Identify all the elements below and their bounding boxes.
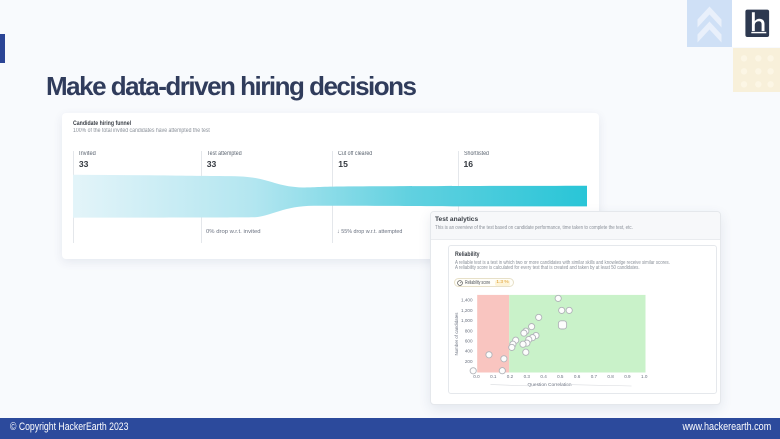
svg-text:1,000: 1,000 bbox=[461, 318, 473, 323]
svg-text:0.6: 0.6 bbox=[574, 374, 581, 379]
svg-text:200: 200 bbox=[465, 358, 473, 363]
svg-text:0.8: 0.8 bbox=[607, 374, 614, 379]
svg-text:0.1: 0.1 bbox=[490, 374, 497, 379]
svg-text:0.7: 0.7 bbox=[591, 374, 598, 379]
svg-text:400: 400 bbox=[465, 348, 473, 353]
svg-text:1,200: 1,200 bbox=[461, 307, 473, 312]
svg-text:0.5: 0.5 bbox=[557, 374, 564, 379]
svg-text:0.0: 0.0 bbox=[473, 374, 480, 379]
svg-text:0.2: 0.2 bbox=[507, 374, 514, 379]
svg-text:0.4: 0.4 bbox=[540, 374, 547, 379]
svg-text:1.0: 1.0 bbox=[641, 374, 648, 379]
svg-text:Number of candidates: Number of candidates bbox=[454, 311, 459, 355]
svg-text:1,400: 1,400 bbox=[461, 297, 473, 302]
svg-text:0.9: 0.9 bbox=[624, 374, 631, 379]
svg-text:800: 800 bbox=[465, 328, 473, 333]
svg-text:0.3: 0.3 bbox=[523, 374, 530, 379]
svg-text:600: 600 bbox=[465, 338, 473, 343]
svg-text:Question Correlation: Question Correlation bbox=[527, 382, 571, 388]
